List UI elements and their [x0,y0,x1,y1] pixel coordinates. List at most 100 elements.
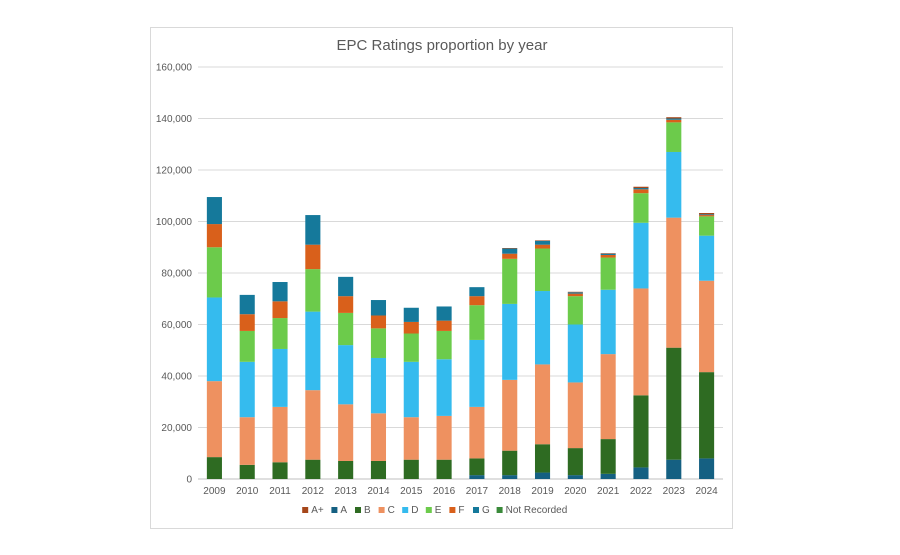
legend-item: B [355,505,371,516]
y-tick-label: 40,000 [161,372,192,383]
bar-segment [370,357,387,414]
legend-label: A [340,505,347,516]
y-tick-label: 140,000 [156,114,193,125]
bar-segment [338,460,354,479]
bar-segment [403,307,419,322]
bar-segment [338,345,354,405]
bar-segment [699,216,715,236]
bar-segment [633,193,649,223]
y-tick-label: 80,000 [161,269,192,280]
bar-segment [436,415,452,460]
bar-segment [403,459,419,479]
bar-segment [272,462,288,479]
legend-item: G [473,505,490,516]
x-tick-label: 2022 [630,486,653,497]
bar-segment [305,459,321,479]
bar-segment [239,314,255,331]
bar-segment [633,467,649,479]
x-tick-label: 2024 [695,486,718,497]
bar-segment [699,213,715,215]
bar-segment [469,458,485,476]
y-tick-label: 0 [186,475,192,486]
bar-segment [567,292,583,294]
x-tick-label: 2018 [499,486,522,497]
bar-segment [206,457,222,479]
x-tick-label: 2009 [203,486,226,497]
chart-title: EPC Ratings proportion by year [337,37,548,54]
bar-segment [305,269,321,312]
bar-segment [600,253,616,254]
bar-segment [534,240,551,245]
bar-segment [502,475,518,479]
bar-segment [600,473,616,479]
bar-segment [206,247,222,298]
bar-segment [239,361,255,418]
bar-segment [567,296,583,325]
bar-segment [206,224,222,248]
bar-segment [502,248,518,254]
x-tick-label: 2015 [400,486,423,497]
bar-segment [600,253,616,255]
y-tick-label: 120,000 [156,166,193,177]
bar-segment [239,417,255,465]
bar-segment [600,439,616,474]
bar-segment [206,381,222,458]
bar-segment [666,459,682,479]
bar-segment [699,458,715,479]
x-tick-label: 2021 [597,486,620,497]
bar-segment [469,339,485,407]
legend-label: E [435,505,442,516]
bar-segment [567,382,583,449]
bar-segment [567,293,583,297]
bar-segment [239,330,255,362]
legend-swatch [449,507,456,513]
bar-segment [534,244,551,249]
legend-item: A+ [302,505,324,516]
bar-segment [699,372,715,459]
bar-segment [633,186,649,189]
bar-segment [436,320,452,331]
bar-segment [469,287,485,297]
bar-segment [206,197,222,225]
legend-swatch [402,507,409,513]
legend-label: D [411,505,418,516]
legend-label: Not Recorded [506,505,568,516]
bar-segment [305,244,321,270]
bar-segment [370,460,387,479]
bar-segment [370,413,387,461]
legend-label: B [364,505,371,516]
bar-segment [272,318,288,349]
bar-segment [699,235,715,281]
bar-segment [502,248,518,249]
bar-segment [469,475,485,479]
bar-segment [338,276,354,297]
bar-segment [403,361,419,418]
bar-layer [206,117,715,479]
y-tick-label: 160,000 [156,63,193,74]
bar-segment [666,117,682,119]
bar-segment [633,395,649,468]
y-tick-label: 20,000 [161,423,192,434]
legend: A+ A B C D E F G Not Recorded [302,505,567,516]
x-tick-label: 2011 [269,486,291,497]
x-tick-label: 2017 [466,486,489,497]
bar-segment [403,417,419,460]
x-tick-label: 2013 [335,486,358,497]
bar-segment [534,444,551,473]
bar-segment [272,282,288,302]
bar-segment [666,217,682,348]
bar-segment [600,289,616,355]
bar-segment [436,359,452,416]
y-tick-label: 100,000 [156,217,193,228]
y-axis-ticks: 0 20,000 40,000 60,000 80,000 100,000 120,000 1… [156,63,193,486]
bar-segment [338,312,354,346]
chart-svg: EPC Ratings proportion by year 0 20,000 40… [156,37,723,516]
bar-segment [633,288,649,396]
bar-segment [272,301,288,319]
x-tick-label: 2016 [433,486,456,497]
bar-segment [699,280,715,373]
bar-segment [666,118,682,120]
bar-segment [469,296,485,306]
legend-swatch [331,507,338,513]
x-tick-label: 2020 [564,486,587,497]
